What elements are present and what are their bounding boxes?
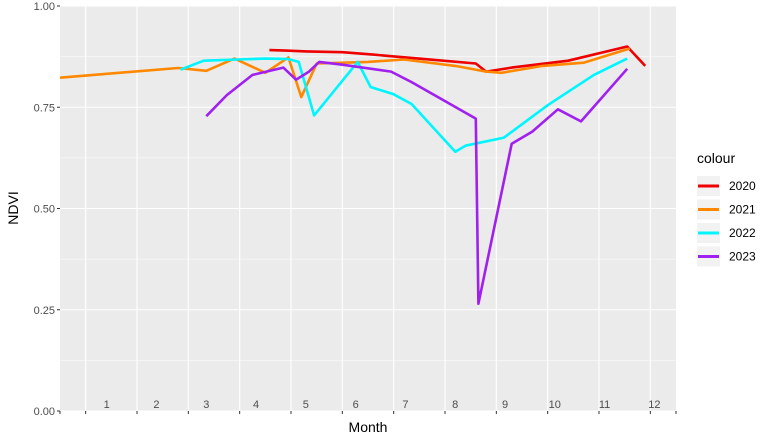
legend-label-2020: 2020 [729,179,756,193]
series-line-2021 [59,47,631,99]
x-tick-label: 8 [452,399,458,411]
x-axis-title: Month [349,419,388,435]
legend-label-2021: 2021 [729,203,756,217]
y-tick-label: 0.25 [34,305,55,317]
minor-gridlines [60,56,676,361]
y-tick-label: 0.75 [34,102,55,114]
x-axis-ticks: 1 2 3 4 5 6 7 8 9 10 11 12 [59,399,677,414]
x-tick-label: 6 [353,399,359,411]
series-line-2023 [205,60,629,306]
y-tick-label: 0.50 [34,204,55,216]
legend-label-2023: 2023 [729,250,756,264]
x-tick-label: 5 [303,399,309,411]
x-tick-label: 4 [253,399,259,411]
x-tick-label: 1 [104,399,110,411]
major-gridlines [60,5,676,412]
x-tick-label: 7 [402,399,408,411]
legend-label-2022: 2022 [729,226,756,240]
series-line-2022 [180,57,628,154]
series-lines [59,45,647,306]
y-tick-label: 0.00 [34,406,55,418]
x-tick-label: 2 [153,399,159,411]
y-axis-title: NDVI [5,191,21,224]
x-tick-label: 12 [648,399,660,411]
y-axis-ticks: 0.00 0.25 0.50 0.75 1.00 [34,1,60,418]
x-tick-label: 9 [502,399,508,411]
x-tick-label: 10 [549,399,561,411]
y-tick-label: 1.00 [34,1,55,13]
x-tick-label: 11 [599,399,610,411]
series-line-2020 [269,45,647,73]
legend: colour 2020 2021 2022 2023 [697,150,756,267]
x-tick-label: 3 [203,399,209,411]
legend-title: colour [697,150,735,166]
